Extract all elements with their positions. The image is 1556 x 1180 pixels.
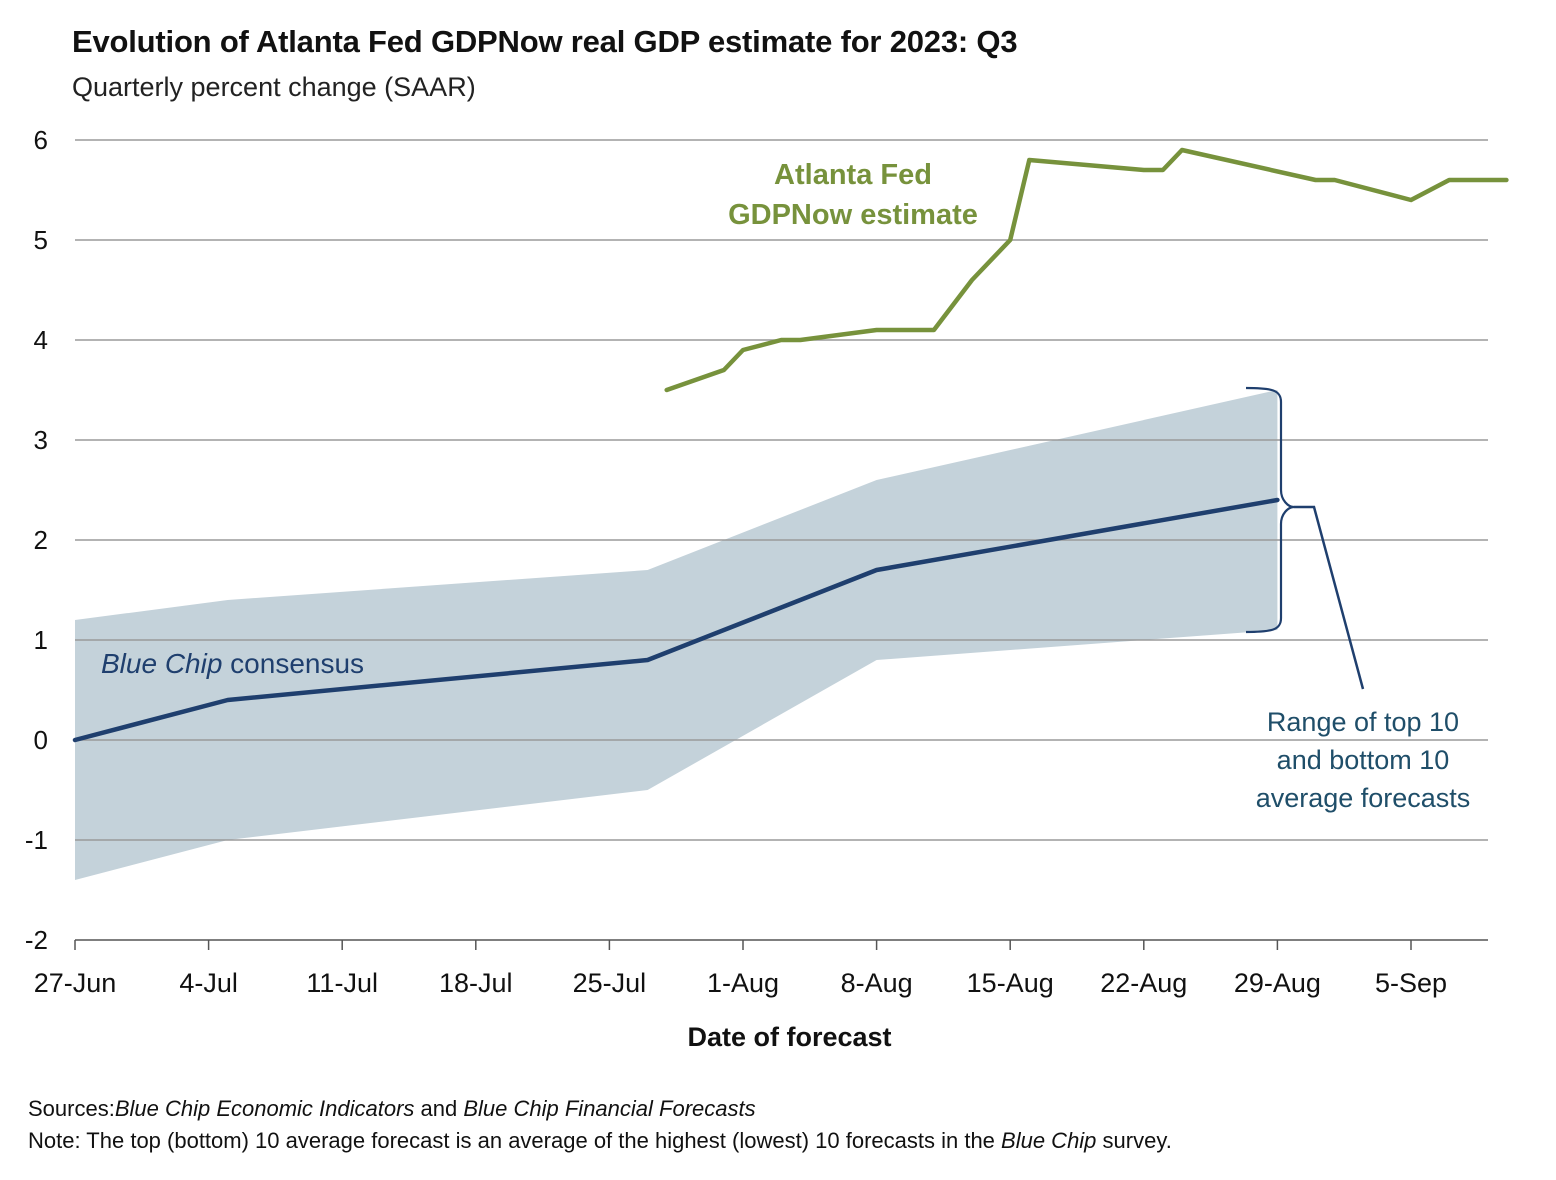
note-line: Note: The top (bottom) 10 average foreca… [28,1125,1172,1157]
gdpnow-series-label-line1: Atlanta Fed [774,159,932,191]
x-tick-label: 29-Aug [1234,968,1321,998]
range-annotation-label: and bottom 10 [1277,745,1450,775]
sources-publication-2: Blue Chip Financial Forecasts [463,1096,756,1121]
chart-subtitle: Quarterly percent change (SAAR) [72,72,476,102]
x-tick-label: 25-Jul [573,968,647,998]
forecast-range-band [75,390,1278,880]
note-label: Note: [28,1128,81,1153]
x-tick-label: 18-Jul [439,968,513,998]
sources-label: Sources: [28,1096,115,1121]
x-axis-title: Date of forecast [687,1022,891,1052]
note-survey-name: Blue Chip [1001,1128,1097,1153]
sources-connector: and [414,1096,464,1121]
chart-footnotes: Sources:Blue Chip Economic Indicators an… [28,1093,1172,1157]
sources-line: Sources:Blue Chip Economic Indicators an… [28,1093,1172,1125]
x-tick-label: 11-Jul [306,968,378,998]
y-tick-label: 1 [34,625,48,655]
y-tick-label: 3 [34,425,48,455]
note-text-end: survey. [1096,1128,1172,1153]
y-tick-label: 5 [34,225,48,255]
range-bracket [1245,386,1295,634]
x-tick-label: 22-Aug [1100,968,1187,998]
blue-chip-consensus-line [72,497,1280,743]
chart-title: Evolution of Atlanta Fed GDPNow real GDP… [72,24,1018,59]
sources-publication-1: Blue Chip Economic Indicators [114,1096,415,1121]
y-tick-label: 4 [34,325,48,355]
x-tick-label: 5-Sep [1375,968,1447,998]
note-text: The top (bottom) 10 average forecast is … [80,1128,1002,1153]
range-annotation-label: Range of top 10 [1267,707,1459,737]
y-tick-label: -2 [25,925,48,955]
y-tick-label: 0 [34,725,48,755]
y-tick-label: 6 [34,125,48,155]
y-tick-label: -1 [25,825,48,855]
x-tick-label: 4-Jul [179,968,238,998]
x-tick-label: 27-Jun [34,968,117,998]
blue-chip-label-rest: consensus [222,648,364,679]
gdpnow-series-label-line2: GDPNow estimate [728,199,978,231]
range-leader-line [1294,505,1365,690]
blue-chip-label-italic: Blue Chip [101,648,222,679]
x-tick-label: 15-Aug [967,968,1054,998]
blue-chip-series-label: Blue Chip consensus [101,648,364,679]
chart-plot: -2 -1 0 1 2 3 4 5 6 27-Jun 4-Jul 11-Jul 18-Jul 25-Jul… [25,125,1509,1052]
x-tick-label: 1-Aug [707,968,779,998]
range-annotation-label: average forecasts [1256,783,1471,813]
x-tick-label: 8-Aug [841,968,913,998]
gdpnow-estimate-line [664,147,1509,393]
y-tick-label: 2 [34,525,48,555]
